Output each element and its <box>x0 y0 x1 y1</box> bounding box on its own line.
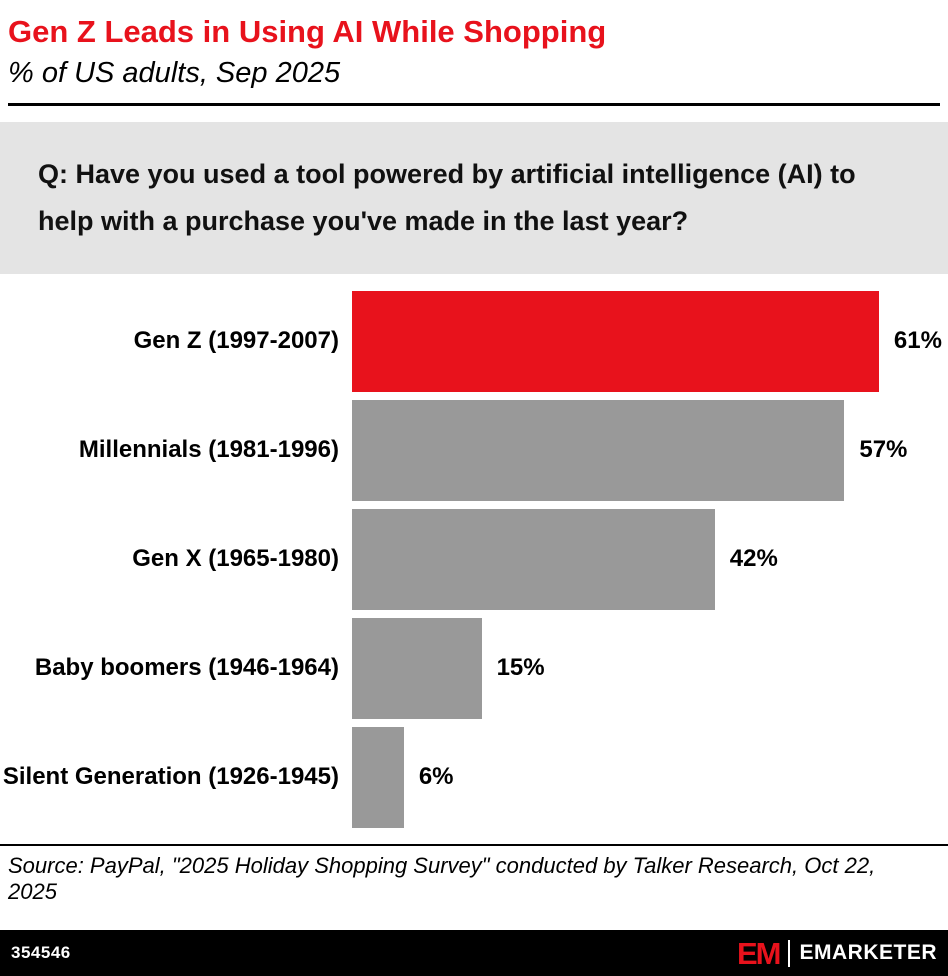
footer-bar: 354546 EM EMARKETER <box>0 930 948 976</box>
source-divider <box>0 843 948 846</box>
category-label: Millennials (1981-1996) <box>78 436 339 464</box>
bar-row: Silent Generation (1926-1945) 6% <box>0 726 948 828</box>
category-label: Baby boomers (1946-1964) <box>34 654 339 682</box>
emarketer-logo-mark-icon: EM <box>736 935 781 971</box>
bar-chart: Gen Z (1997-2007) 61% Millennials (1981-… <box>0 290 948 828</box>
bar-row: Gen X (1965-1980) 42% <box>0 508 948 610</box>
bar <box>352 508 715 610</box>
source-note: Source: PayPal, "2025 Holiday Shopping S… <box>8 852 876 905</box>
page-subtitle: % of US adults, Sep 2025 <box>8 56 341 89</box>
chart-id: 354546 <box>11 943 71 962</box>
bar-row: Millennials (1981-1996) 57% <box>0 399 948 501</box>
bar <box>352 617 482 719</box>
category-label: Silent Generation (1926-1945) <box>2 763 339 791</box>
value-label: 6% <box>418 763 454 791</box>
bar <box>352 726 404 828</box>
bar-row: Baby boomers (1946-1964) 15% <box>0 617 948 719</box>
bar-area: 61% <box>352 290 948 392</box>
bar-area: 6% <box>352 726 948 828</box>
value-label: 57% <box>859 436 908 464</box>
chart-header: Gen Z Leads in Using AI While Shopping %… <box>0 0 948 106</box>
logo-divider <box>788 939 791 967</box>
bar-area: 15% <box>352 617 948 719</box>
value-label: 61% <box>893 327 942 355</box>
category-label: Gen X (1965-1980) <box>132 545 339 573</box>
brand-name: EMARKETER <box>799 941 937 964</box>
emarketer-logo: EM EMARKETER <box>737 938 937 969</box>
value-label: 42% <box>729 545 778 573</box>
category-label: Gen Z (1997-2007) <box>133 327 339 355</box>
survey-question-box: Q: Have you used a tool powered by artif… <box>0 121 948 274</box>
bar-area: 42% <box>352 508 948 610</box>
bar <box>352 399 845 501</box>
value-label: 15% <box>496 654 545 682</box>
bar-area: 57% <box>352 399 948 501</box>
header-divider <box>8 102 940 106</box>
page-title: Gen Z Leads in Using AI While Shopping <box>8 14 607 49</box>
bar-row: Gen Z (1997-2007) 61% <box>0 290 948 392</box>
bar <box>352 290 879 392</box>
